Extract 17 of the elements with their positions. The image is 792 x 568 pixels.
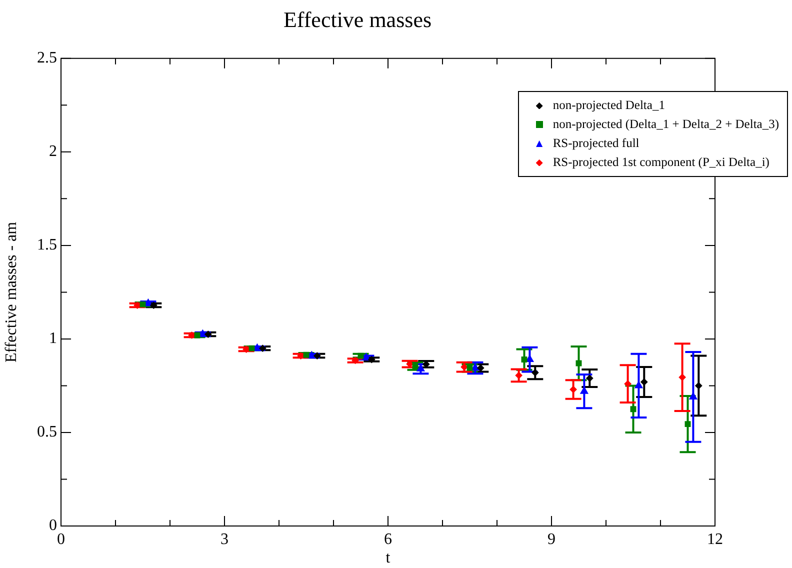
legend-label: non-projected (Delta_1 + Delta_2 + Delta_3): [552, 116, 779, 134]
y-tick-label: 1.5: [37, 236, 57, 254]
y-tick-label: 0: [49, 517, 57, 534]
x-tick-label: 12: [707, 530, 723, 548]
x-axis-title: t: [386, 550, 391, 567]
y-tick-label: 2.5: [37, 50, 57, 67]
y-tick-label: 0.5: [37, 424, 57, 441]
y-tick-label: 2: [49, 143, 57, 160]
legend-label: RS-projected 1st component (P_xi Delta_i): [552, 154, 770, 172]
x-tick-label: 6: [384, 530, 392, 548]
y-axis-title: Effective masses - am: [2, 221, 20, 362]
y-tick-label: 1: [49, 330, 57, 348]
legend-label: RS-projected full: [552, 135, 640, 152]
chart-title: Effective masses: [283, 6, 432, 32]
x-tick-label: 3: [220, 530, 228, 548]
legend-label: non-projected Delta_1: [552, 97, 665, 114]
x-tick-label: 9: [548, 530, 556, 548]
